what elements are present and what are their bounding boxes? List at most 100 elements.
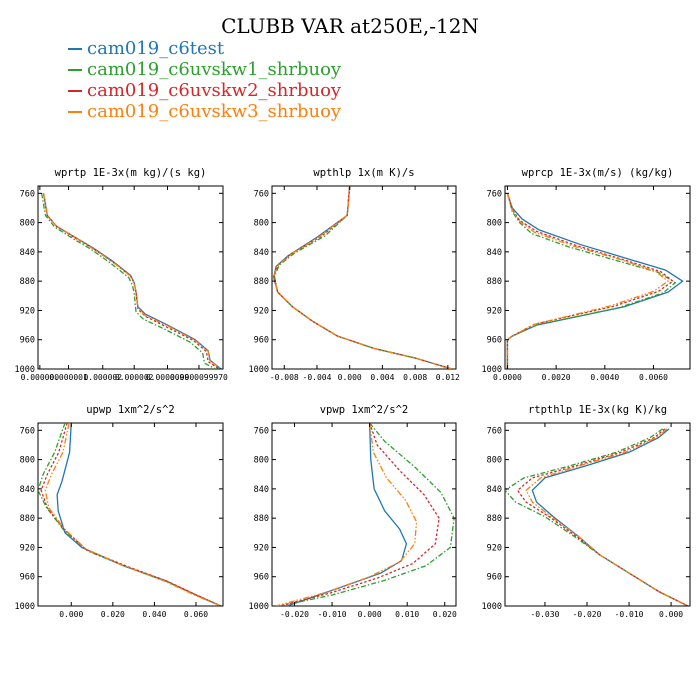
x-tick-label: 0.000 <box>59 610 83 619</box>
x-tick-label: 0.040 <box>142 610 166 619</box>
x-tick-label: -0.010 <box>318 610 347 619</box>
plot-frame <box>271 422 457 607</box>
x-tick-label: 0.0000 <box>493 373 522 382</box>
legend-swatch <box>68 111 82 113</box>
chart-title: wprtp 1E-3x(m kg)/(s kg) <box>55 167 207 179</box>
x-tick-label: -0.004 <box>303 373 332 382</box>
x-tick-label: 0.008 <box>403 373 427 382</box>
x-tick-label: 0.020 <box>101 610 125 619</box>
figure-header: CLUBB VAR at250E,-12N cam019_c6test cam0… <box>0 0 700 130</box>
y-tick-label: 1000 <box>15 365 35 375</box>
y-tick-label: 1000 <box>482 602 502 612</box>
y-tick-label: 960 <box>20 336 35 346</box>
y-tick-label: 880 <box>20 277 35 287</box>
y-tick-label: 880 <box>254 514 269 524</box>
chart-title: wprcp 1E-3x(m/s) (kg/kg) <box>522 167 674 179</box>
legend: cam019_c6test cam019_c6uvskw1_shrbuoy ca… <box>68 38 341 122</box>
y-tick-label: 800 <box>20 456 35 466</box>
x-tick-label: 0.004 <box>370 373 394 382</box>
chart-panel: upwp 1xm^2/s^2 760 800 840 880 920 960 1000 0.00… <box>15 404 224 619</box>
y-tick-label: 760 <box>487 189 502 199</box>
y-tick-label: 800 <box>254 219 269 229</box>
y-tick-label: 920 <box>20 543 35 553</box>
legend-label: cam019_c6uvskw3_shrbuoy <box>87 101 342 122</box>
y-tick-label: 840 <box>254 248 269 258</box>
chart-title: vpwp 1xm^2/s^2 <box>320 404 409 416</box>
x-tick-label: -0.010 <box>615 610 644 619</box>
y-tick-label: 880 <box>20 514 35 524</box>
series-line <box>272 186 453 369</box>
y-tick-label: 920 <box>20 306 35 316</box>
series-line <box>42 193 220 369</box>
series-line <box>505 428 689 606</box>
chart-panel: rtpthlp 1E-3x(kg K)/kg 760 800 840 880 920 960… <box>482 404 691 619</box>
y-tick-label: 960 <box>487 573 502 583</box>
legend-swatch <box>68 69 82 71</box>
series-line <box>525 428 689 606</box>
y-tick-label: 920 <box>487 306 502 316</box>
y-tick-label: 760 <box>254 426 269 436</box>
plot-frame <box>37 422 224 607</box>
x-tick-label: 0.0020 <box>542 373 571 382</box>
y-tick-label: 1000 <box>15 602 35 612</box>
series-line <box>275 423 418 606</box>
y-tick-label: 1000 <box>249 365 269 375</box>
y-tick-label: 840 <box>487 248 502 258</box>
x-tick-label: 0.020 <box>433 610 457 619</box>
series-line <box>273 186 453 369</box>
legend-item: cam019_c6uvskw2_shrbuoy <box>68 80 341 101</box>
legend-label: cam019_c6uvskw1_shrbuoy <box>87 59 342 80</box>
x-tick-label: 0.000002 <box>83 373 122 382</box>
y-tick-label: 800 <box>254 456 269 466</box>
y-tick-label: 960 <box>20 573 35 583</box>
legend-item: cam019_c6test <box>68 38 341 59</box>
series-line <box>40 423 222 606</box>
x-tick-label: 0.000001 <box>49 373 88 382</box>
series-line <box>506 193 684 369</box>
x-tick-label: 0.060 <box>184 610 208 619</box>
series-line <box>506 193 674 369</box>
x-tick-label: -0.020 <box>280 610 309 619</box>
y-tick-label: 800 <box>487 456 502 466</box>
x-tick-label: 0.010 <box>395 610 419 619</box>
x-tick-label: 0.0040 <box>590 373 619 382</box>
chart-panel: wpthlp 1x(m K)/s7608008408809209601000-0… <box>249 167 461 382</box>
legend-swatch <box>68 90 82 92</box>
legend-item: cam019_c6uvskw3_shrbuoy <box>68 101 341 122</box>
y-tick-label: 920 <box>254 543 269 553</box>
plot-frame <box>271 185 457 370</box>
x-tick-label: 0.000000 <box>21 373 60 382</box>
x-tick-label: 0.0000099970 <box>170 373 228 382</box>
x-tick-label: 0.0060 <box>639 373 668 382</box>
series-line <box>42 193 222 369</box>
x-tick-label: 0.000 <box>338 373 362 382</box>
series-line <box>272 186 453 369</box>
y-tick-label: 960 <box>487 336 502 346</box>
y-tick-label: 800 <box>487 219 502 229</box>
x-tick-label: 0.000 <box>659 610 683 619</box>
y-tick-label: 760 <box>487 426 502 436</box>
figure-title: CLUBB VAR at250E,-12N <box>221 14 479 38</box>
legend-item: cam019_c6uvskw1_shrbuoy <box>68 59 341 80</box>
x-tick-label: -0.008 <box>270 373 299 382</box>
plot-frame <box>504 185 691 370</box>
y-tick-label: 920 <box>254 306 269 316</box>
chart-title: rtpthlp 1E-3x(kg K)/kg <box>528 404 667 416</box>
y-tick-label: 960 <box>254 336 269 346</box>
legend-label: cam019_c6uvskw2_shrbuoy <box>87 80 342 101</box>
y-tick-label: 760 <box>20 426 35 436</box>
series-line <box>286 423 408 606</box>
y-tick-label: 760 <box>254 189 269 199</box>
y-tick-label: 760 <box>20 189 35 199</box>
y-tick-label: 1000 <box>249 602 269 612</box>
chart-panel: vpwp 1xm^2/s^2 760 800 840 880 920 960 1000 -0.0… <box>249 404 457 619</box>
x-tick-label: -0.020 <box>573 610 602 619</box>
series-line <box>44 423 222 606</box>
y-tick-label: 880 <box>487 514 502 524</box>
chart-title: wpthlp 1x(m K)/s <box>313 167 414 179</box>
y-tick-label: 1000 <box>482 365 502 375</box>
series-line <box>56 423 222 606</box>
y-tick-label: 880 <box>487 277 502 287</box>
x-tick-label: 0.000002 <box>115 373 154 382</box>
